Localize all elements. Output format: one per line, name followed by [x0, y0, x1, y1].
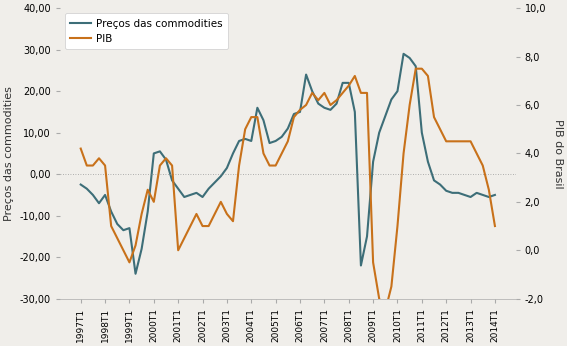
PIB	[315, 98, 321, 102]
PIB	[485, 188, 492, 192]
PIB	[156, 163, 163, 167]
Preços das commodities	[150, 151, 157, 155]
PIB	[77, 146, 84, 151]
Preços das commodities	[400, 52, 407, 56]
Legend: Preços das commodities, PIB: Preços das commodities, PIB	[65, 13, 229, 49]
Preços das commodities	[163, 157, 170, 162]
PIB	[382, 309, 389, 313]
PIB	[412, 67, 419, 71]
Preços das commodities	[77, 182, 84, 186]
Preços das commodities	[108, 209, 115, 213]
Line: Preços das commodities: Preços das commodities	[81, 54, 495, 274]
Y-axis label: Preços das commodities: Preços das commodities	[4, 86, 14, 221]
PIB	[492, 224, 498, 228]
Preços das commodities	[132, 272, 139, 276]
PIB	[145, 188, 151, 192]
Line: PIB: PIB	[81, 69, 495, 311]
Preços das commodities	[321, 106, 328, 110]
Y-axis label: PIB do Brasil: PIB do Brasil	[553, 119, 563, 188]
Preços das commodities	[492, 193, 498, 197]
PIB	[400, 151, 407, 155]
PIB	[108, 224, 115, 228]
Preços das commodities	[406, 56, 413, 60]
Preços das commodities	[485, 195, 492, 199]
